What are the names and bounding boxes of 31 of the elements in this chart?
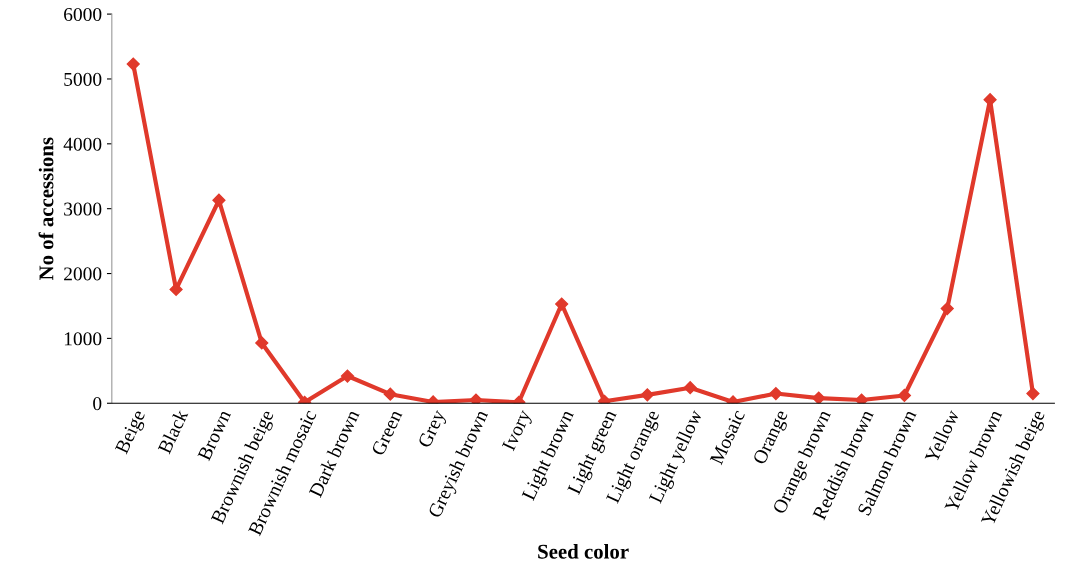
point	[255, 336, 269, 350]
y-tick-label: 1000	[64, 332, 102, 346]
point	[940, 301, 954, 316]
x-tick-label: Ivory	[501, 408, 535, 454]
y-tick-label: 4000	[63, 137, 102, 151]
x-tick-label: Black	[157, 408, 189, 455]
point	[212, 193, 226, 207]
point	[769, 386, 783, 401]
x-tick-label: Yellow	[923, 408, 960, 464]
point	[897, 388, 911, 403]
y-tick-label: 0	[93, 397, 102, 411]
point	[469, 393, 483, 404]
x-tick-label: Beige	[114, 408, 149, 457]
point	[683, 381, 697, 395]
point	[854, 393, 869, 404]
point	[126, 57, 140, 71]
y-tick-label: 3000	[64, 202, 102, 216]
point	[555, 297, 569, 311]
x-tick-label: Green	[371, 408, 403, 457]
y-tick-label: 6000	[64, 7, 102, 22]
x-axis-title: Seed color	[538, 543, 629, 559]
point	[1026, 386, 1040, 401]
point	[383, 387, 397, 401]
point	[983, 93, 997, 107]
y-tick-label: 5000	[64, 72, 102, 86]
point	[340, 369, 355, 383]
y-axis-title: No of accessions	[38, 137, 54, 281]
point	[812, 391, 826, 404]
point	[640, 388, 654, 402]
y-tick-label: 2000	[64, 267, 102, 281]
x-tick-label: Grey	[417, 408, 450, 451]
